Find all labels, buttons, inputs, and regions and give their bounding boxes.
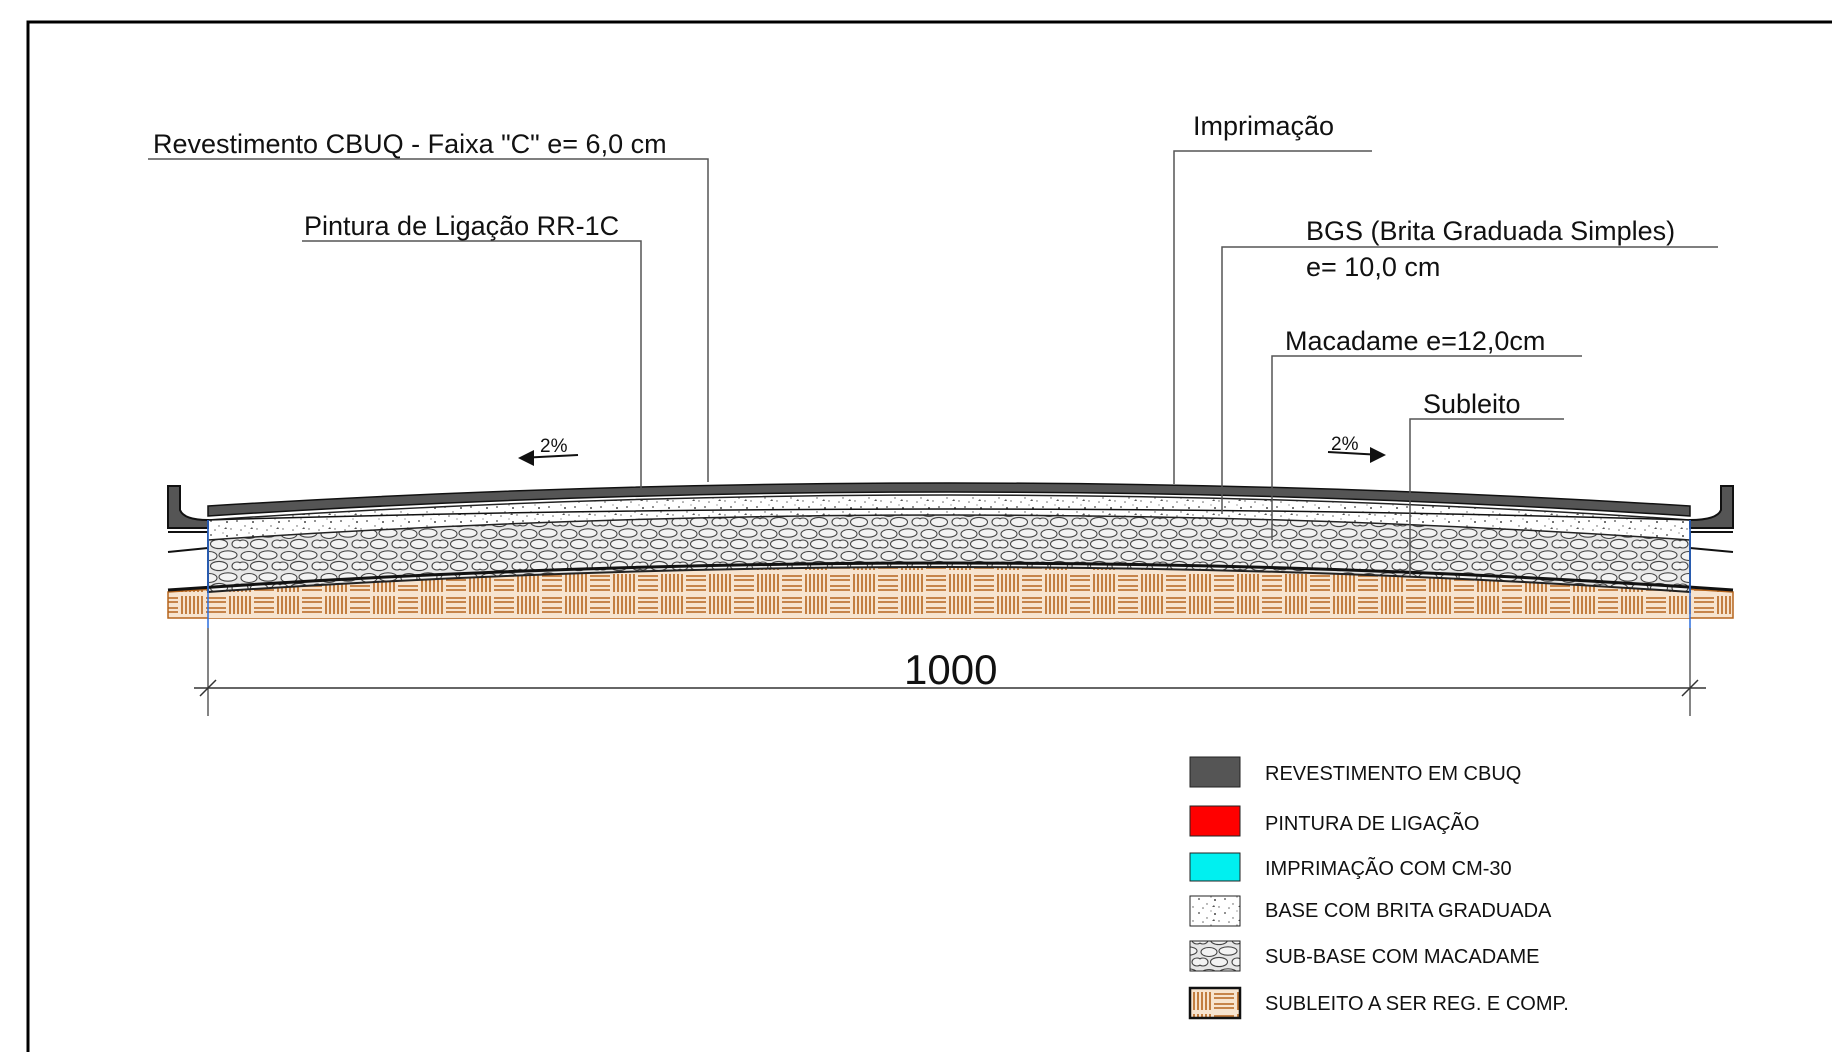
- curb-right: [1689, 485, 1734, 529]
- macadam-upper-line: [207, 508, 1691, 521]
- legend-label-base: BASE COM BRITA GRADUADA: [1265, 900, 1552, 922]
- legend-swatch-base: [1189, 895, 1241, 927]
- dimension-tick-left: [199, 679, 217, 697]
- dimension-line: 1000: [194, 628, 1706, 716]
- legend-label-imprimacao: IMPRIMAÇÃO COM CM-30: [1265, 856, 1512, 880]
- legend-item-subbase: SUB-BASE COM MACADAME: [1189, 940, 1539, 972]
- imprimacao-leader: [1173, 150, 1372, 484]
- legend-swatch-imprimacao: [1189, 852, 1241, 882]
- shoulder-line-left-2: [167, 547, 209, 553]
- slope-right: 2%: [1327, 434, 1386, 463]
- annotations: [148, 150, 1718, 576]
- pintura-leader: [302, 240, 642, 490]
- bgs-label-line2: e= 10,0 cm: [1306, 252, 1440, 282]
- macadame-label: Macadame e=12,0cm: [1285, 326, 1545, 356]
- legend-item-pintura: PINTURA DE LIGAÇÃO: [1189, 805, 1480, 837]
- legend-label-subbase: SUB-BASE COM MACADAME: [1265, 946, 1539, 968]
- legend-swatch-subleito: [1188, 986, 1242, 1020]
- bgs-leader: [1221, 246, 1718, 514]
- legend-item-imprimacao: IMPRIMAÇÃO COM CM-30: [1189, 852, 1512, 882]
- legend-swatch-subbase: [1189, 940, 1241, 972]
- macadam-lower-line: [167, 561, 1734, 592]
- slope-left: 2%: [518, 436, 579, 466]
- revestimento-label: Revestimento CBUQ - Faixa "C" e= 6,0 cm: [153, 129, 667, 159]
- macadame-leader: [1271, 355, 1582, 540]
- revestimento-leader: [148, 158, 709, 482]
- legend-label-subleito: SUBLEITO A SER REG. E COMP.: [1265, 993, 1569, 1015]
- bgs-label-line1: BGS (Brita Graduada Simples): [1306, 216, 1675, 246]
- legend: REVESTIMENTO EM CBUQ PINTURA DE LIGAÇÃO …: [1188, 756, 1569, 1020]
- subleito-label: Subleito: [1423, 389, 1521, 419]
- pintura-label: Pintura de Ligação RR-1C: [304, 211, 619, 241]
- legend-item-base: BASE COM BRITA GRADUADA: [1189, 895, 1552, 927]
- dimension-tick-right: [1681, 679, 1699, 697]
- shoulder-line-right-2: [1689, 547, 1734, 553]
- legend-item-subleito: SUBLEITO A SER REG. E COMP.: [1188, 986, 1569, 1020]
- slope-left-label: 2%: [540, 436, 568, 457]
- slope-right-label: 2%: [1331, 434, 1359, 455]
- legend-label-pintura: PINTURA DE LIGAÇÃO: [1265, 811, 1480, 835]
- asphalt-layer: [207, 482, 1691, 517]
- legend-swatch-revestimento: [1189, 756, 1241, 788]
- slope-right-arrowhead-icon: [1370, 447, 1386, 463]
- legend-item-revestimento: REVESTIMENTO EM CBUQ: [1189, 756, 1521, 788]
- pavement-cross-section: [167, 482, 1734, 628]
- legend-label-revestimento: REVESTIMENTO EM CBUQ: [1265, 763, 1521, 785]
- curb-left: [167, 485, 209, 529]
- slope-left-arrowhead-icon: [518, 450, 534, 466]
- drawing-frame: [26, 20, 1832, 1052]
- dimension-value: 1000: [904, 646, 997, 693]
- legend-swatch-pintura: [1189, 805, 1241, 837]
- subleito-leader: [1409, 418, 1564, 576]
- imprimacao-label: Imprimação: [1193, 111, 1334, 141]
